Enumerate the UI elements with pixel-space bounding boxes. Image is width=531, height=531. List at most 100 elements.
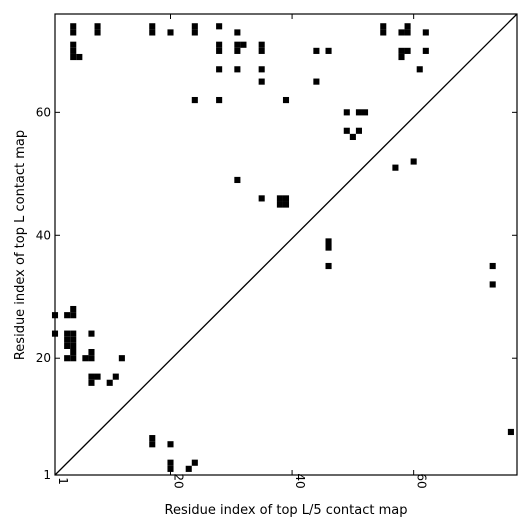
contact-cell-top-l [70, 23, 77, 30]
contact-cell-top-l [380, 29, 387, 36]
contact-cell-top-l [507, 428, 514, 436]
contact-cell-top-l [282, 96, 290, 104]
contact-cell-top-l5 [64, 330, 71, 337]
diagonal-line [54, 13, 518, 476]
contact-cell-top-l [258, 78, 265, 85]
contact-cell-top-l [325, 238, 332, 245]
contact-cell-top-l [361, 109, 369, 116]
contact-cell-top-l [355, 109, 362, 116]
contact-cell-top-l5 [70, 330, 77, 337]
contact-cell-top-l [167, 29, 174, 36]
contact-cell-top-l5 [88, 373, 95, 380]
contact-cell-top-l [216, 41, 223, 48]
contact-cell-top-l5 [149, 435, 156, 442]
contact-cell-top-l [70, 47, 77, 54]
contact-cell-top-l [282, 195, 290, 202]
contact-cell-top-l [355, 127, 362, 134]
contact-cell-top-l [276, 195, 283, 202]
contact-cell-top-l [191, 96, 198, 104]
contact-cell-top-l [149, 29, 156, 36]
y-tick-label: 40 [36, 228, 51, 242]
contact-cell-top-l [191, 29, 198, 36]
contact-cell-top-l [94, 23, 101, 30]
contact-cell-top-l [258, 66, 265, 73]
contact-cell-top-l [404, 29, 411, 36]
y-tick-label: 20 [36, 351, 51, 365]
contact-cell-top-l5 [88, 348, 95, 356]
contact-cell-top-l [325, 244, 332, 251]
contact-cell-top-l5 [118, 355, 125, 362]
contact-cell-top-l [216, 96, 223, 104]
contact-cell-top-l [404, 23, 411, 30]
contact-cell-top-l [404, 47, 411, 54]
contact-cell-top-l5 [82, 355, 89, 362]
contact-cell-top-l [343, 109, 350, 116]
contact-cell-top-l [234, 176, 241, 184]
contact-cell-top-l5 [64, 342, 71, 349]
contact-cell-top-l [349, 133, 356, 141]
contact-cell-top-l [240, 41, 247, 48]
contact-cell-top-l5 [167, 441, 174, 448]
contact-cell-top-l [282, 201, 290, 208]
contact-cell-top-l5 [88, 330, 95, 337]
x-axis-ticks: 1 20 40 60 [54, 14, 429, 489]
contact-cell-top-l [489, 262, 496, 270]
contact-cell-top-l5 [185, 465, 192, 472]
contact-cell-top-l5 [191, 459, 198, 466]
contact-cell-top-l [216, 66, 223, 73]
contact-cell-top-l [76, 53, 83, 61]
contact-cell-top-l [258, 41, 265, 48]
contact-cells [51, 23, 514, 472]
contact-cell-top-l5 [64, 336, 71, 343]
contact-cell-top-l5 [149, 441, 156, 448]
contact-cell-top-l [70, 41, 77, 48]
contact-cell-top-l [422, 29, 429, 36]
contact-cell-top-l5 [64, 312, 71, 319]
contact-cell-top-l5 [106, 379, 113, 386]
contact-cell-top-l [234, 29, 241, 36]
contact-cell-top-l [234, 66, 241, 73]
contact-cell-top-l [380, 23, 387, 30]
contact-cell-top-l5 [70, 348, 77, 356]
contact-cell-top-l [94, 29, 101, 36]
contact-cell-top-l [258, 195, 265, 202]
contact-cell-top-l [313, 47, 320, 54]
contact-cell-top-l [416, 66, 423, 73]
y-axis-ticks: 1 20 40 60 [36, 105, 517, 482]
contact-cell-top-l5 [70, 336, 77, 343]
contact-cell-top-l5 [94, 373, 101, 380]
y-tick-label: 1 [43, 468, 51, 482]
contact-cell-top-l [234, 41, 241, 48]
contact-cell-top-l5 [64, 355, 71, 362]
contact-cell-top-l [398, 47, 405, 54]
contact-cell-top-l5 [70, 312, 77, 319]
contact-cell-top-l [149, 23, 156, 30]
y-tick-label: 60 [36, 105, 51, 119]
contact-cell-top-l [70, 29, 77, 36]
x-axis-label: Residue index of top L/5 contact map [165, 503, 408, 518]
contact-cell-top-l [489, 281, 496, 288]
contact-cell-top-l [325, 262, 332, 270]
x-tick-label: 60 [415, 473, 429, 488]
contact-cell-top-l [216, 47, 223, 54]
plot-frame [54, 13, 518, 476]
x-tick-label: 20 [172, 473, 186, 488]
contact-cell-top-l [70, 53, 77, 61]
x-tick-label: 1 [56, 477, 70, 485]
contact-cell-top-l5 [88, 355, 95, 362]
contact-cell-top-l [422, 47, 429, 54]
contact-cell-top-l [410, 158, 417, 165]
contact-cell-top-l5 [112, 373, 119, 380]
contact-cell-top-l [258, 47, 265, 54]
contact-cell-top-l5 [70, 342, 77, 349]
contact-cell-top-l [191, 23, 198, 30]
contact-cell-top-l [234, 47, 241, 54]
contact-cell-top-l [325, 47, 332, 54]
contact-cell-top-l5 [88, 379, 95, 386]
contact-cell-top-l5 [167, 459, 174, 466]
contact-cell-top-l5 [167, 465, 174, 472]
contact-cell-top-l5 [70, 355, 77, 362]
contact-cell-top-l5 [70, 305, 77, 313]
contact-cell-top-l [398, 53, 405, 61]
